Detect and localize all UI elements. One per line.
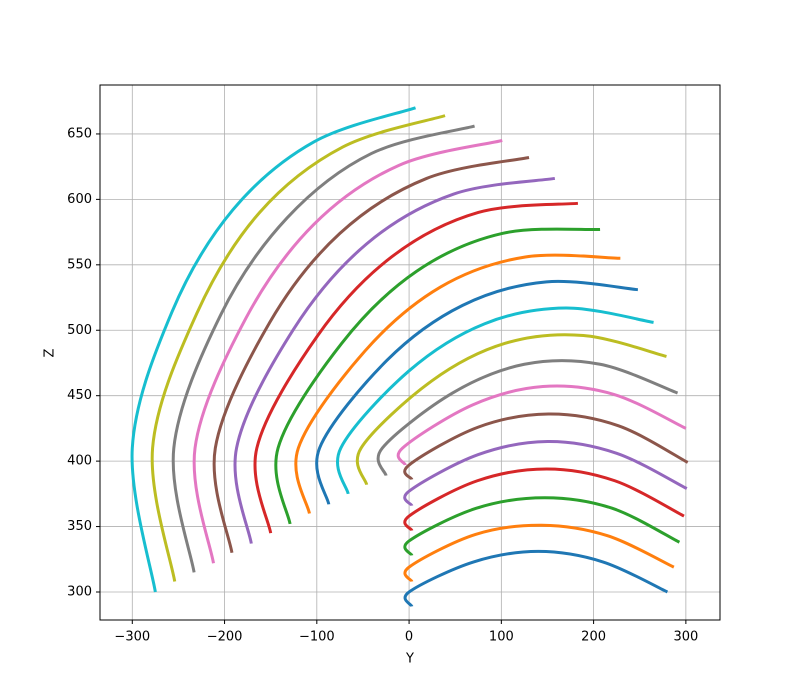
line — [403, 549, 669, 608]
y-tick-label: 450 — [67, 388, 92, 403]
x-tick-label: 300 — [673, 630, 698, 645]
line — [403, 412, 689, 481]
line — [403, 523, 675, 583]
x-tick-label: 200 — [581, 630, 606, 645]
line — [150, 114, 446, 582]
x-tick-label: −100 — [299, 630, 335, 645]
y-tick-label: 650 — [67, 126, 92, 141]
line — [396, 384, 687, 466]
line — [130, 106, 417, 593]
line — [274, 227, 601, 525]
x-tick-label: −300 — [114, 630, 150, 645]
y-tick-label: 550 — [67, 257, 92, 272]
line — [403, 467, 685, 532]
y-tick-label: 400 — [67, 454, 92, 469]
line — [233, 176, 556, 544]
x-tick-label: −200 — [207, 630, 243, 645]
y-tick-label: 300 — [67, 584, 92, 599]
line — [336, 306, 654, 495]
plot-frame — [99, 84, 721, 621]
x-axis-label: Y — [405, 652, 414, 667]
y-tick-label: 350 — [67, 519, 92, 534]
line — [294, 253, 621, 514]
line — [403, 496, 681, 557]
y-tick-label: 500 — [67, 323, 92, 338]
line — [192, 139, 503, 564]
line — [376, 359, 679, 477]
line — [171, 124, 475, 573]
line — [355, 333, 667, 486]
x-tick-label: 0 — [405, 630, 413, 645]
line — [315, 279, 639, 505]
x-tick-label: 100 — [489, 630, 514, 645]
y-axis-label: Z — [43, 348, 58, 357]
line — [403, 439, 688, 507]
line — [253, 201, 579, 534]
line — [212, 156, 530, 553]
y-tick-label: 600 — [67, 192, 92, 207]
